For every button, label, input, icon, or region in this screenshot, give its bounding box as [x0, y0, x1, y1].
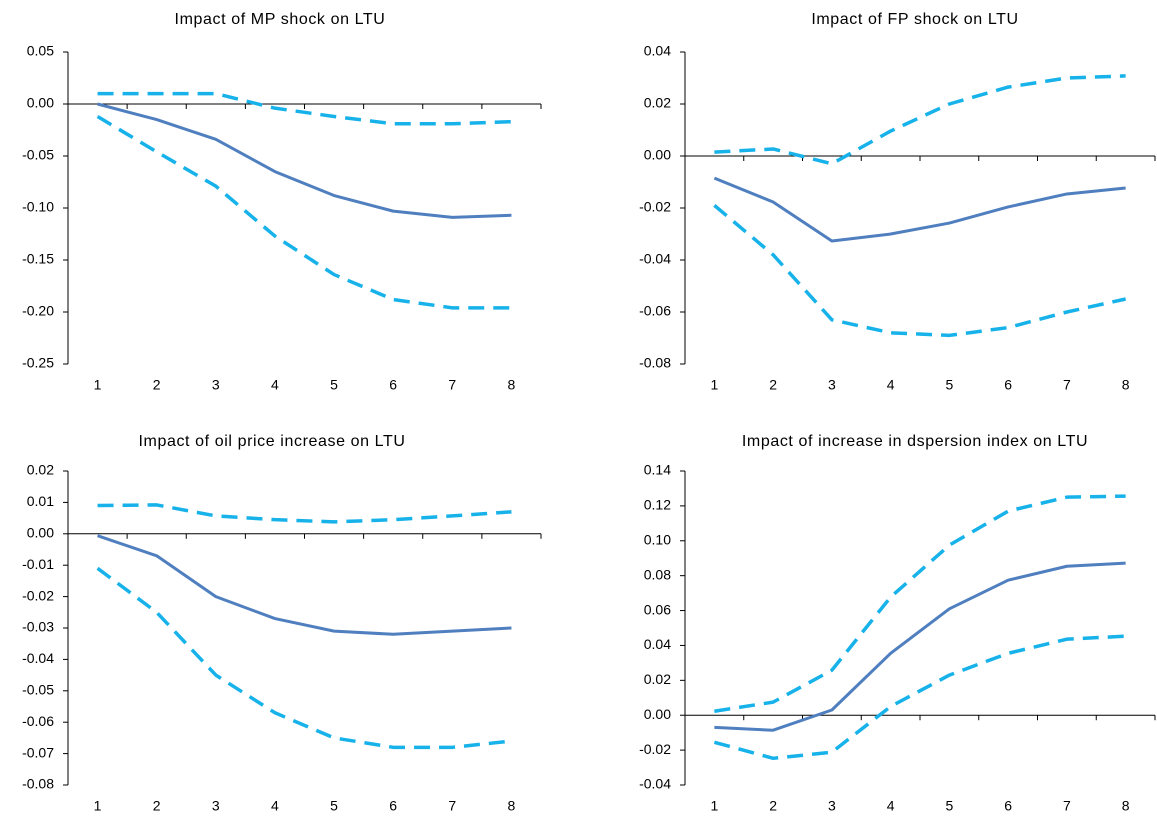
y-tick-label: -0.01: [22, 556, 54, 572]
y-tick-label: 0.00: [644, 147, 671, 163]
chart-title: Impact of FP shock on LTU: [811, 11, 1019, 28]
y-tick-label: -0.06: [22, 713, 54, 729]
y-tick-label: -0.05: [22, 682, 54, 698]
x-tick-label: 3: [828, 798, 836, 814]
y-tick-label: -0.04: [639, 776, 671, 792]
dashed-line: [97, 91, 512, 126]
x-tick-label: 8: [1122, 798, 1130, 814]
chart-title: Impact of oil price increase on LTU: [138, 433, 406, 450]
x-tick-label: 1: [94, 798, 102, 814]
y-tick-label: 0.02: [27, 462, 54, 478]
y-tick-label: 0.14: [644, 462, 671, 478]
dashed-line: [714, 494, 1126, 713]
x-tick-label: 6: [389, 377, 397, 393]
x-tick-label: 1: [94, 377, 102, 393]
y-tick-label: 0.01: [27, 493, 54, 509]
y-tick-label: 0.00: [27, 525, 54, 541]
x-tick-label: 7: [448, 798, 456, 814]
y-tick-label: 0.12: [644, 497, 671, 513]
line: [713, 176, 1126, 243]
y-tick-label: 0.02: [644, 95, 671, 111]
dashed-line: [714, 74, 1126, 166]
x-tick-label: 4: [887, 798, 895, 814]
x-tick-label: 8: [508, 798, 516, 814]
y-tick-label: 0.08: [644, 566, 671, 582]
y-tick-label: -0.20: [22, 303, 54, 319]
x-tick-label: 5: [330, 798, 338, 814]
line: [97, 102, 512, 219]
chart-title: Impact of MP shock on LTU: [174, 11, 386, 28]
x-tick-label: 2: [153, 377, 161, 393]
x-tick-label: 2: [769, 377, 777, 393]
x-tick-label: 4: [887, 377, 895, 393]
y-tick-label: -0.07: [22, 744, 54, 760]
y-tick-label: 0.06: [644, 601, 671, 617]
y-tick-label: -0.02: [639, 741, 671, 757]
dashed-line: [96, 566, 512, 750]
line: [714, 561, 1126, 732]
x-tick-label: 1: [710, 798, 718, 814]
y-tick-label: 0.05: [27, 43, 54, 59]
y-tick-label: -0.02: [639, 199, 671, 215]
x-tick-label: 7: [448, 377, 456, 393]
x-tick-label: 7: [1063, 377, 1071, 393]
dashed-line: [96, 114, 512, 310]
x-tick-label: 6: [1004, 377, 1012, 393]
y-tick-label: -0.25: [22, 355, 54, 371]
y-tick-label: -0.05: [22, 147, 54, 163]
x-tick-label: 7: [1063, 798, 1071, 814]
y-tick-label: -0.03: [22, 619, 54, 635]
x-tick-label: 2: [153, 798, 161, 814]
x-tick-label: 3: [212, 377, 220, 393]
x-tick-label: 4: [271, 798, 279, 814]
x-tick-label: 1: [710, 377, 718, 393]
x-tick-label: 2: [769, 798, 777, 814]
y-tick-label: -0.04: [639, 251, 671, 267]
y-tick-label: 0.10: [644, 531, 671, 547]
y-tick-label: -0.08: [639, 355, 671, 371]
chart-title: Impact of increase in dspersion index on…: [741, 433, 1089, 450]
dashed-line: [713, 634, 1126, 761]
y-tick-label: 0.02: [644, 671, 671, 687]
dashed-line: [713, 204, 1127, 338]
y-tick-label: -0.02: [22, 587, 54, 603]
line: [97, 534, 512, 636]
x-tick-label: 3: [828, 377, 836, 393]
y-tick-label: -0.15: [22, 251, 54, 267]
x-tick-label: 5: [945, 377, 953, 393]
y-tick-label: -0.04: [22, 650, 54, 666]
x-tick-label: 8: [508, 377, 516, 393]
y-tick-label: 0.00: [27, 95, 54, 111]
dashed-line: [97, 503, 512, 524]
y-tick-label: 0.00: [644, 706, 671, 722]
x-tick-label: 8: [1122, 377, 1130, 393]
y-tick-label: -0.10: [22, 199, 54, 215]
x-tick-label: 4: [271, 377, 279, 393]
x-tick-label: 3: [212, 798, 220, 814]
y-tick-label: -0.06: [639, 303, 671, 319]
x-tick-label: 6: [1004, 798, 1012, 814]
x-tick-label: 5: [330, 377, 338, 393]
y-tick-label: 0.04: [644, 43, 671, 59]
x-tick-label: 5: [945, 798, 953, 814]
y-tick-label: -0.08: [22, 776, 54, 792]
x-tick-label: 6: [389, 798, 397, 814]
y-tick-label: 0.04: [644, 636, 671, 652]
